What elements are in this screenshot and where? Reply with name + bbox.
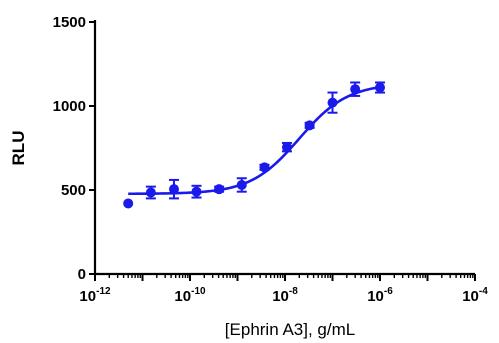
x-axis-ticks: 10-12 10-10 10-8 10-6 10-4 bbox=[79, 274, 488, 305]
x-tick-label: 10-10 bbox=[174, 286, 206, 305]
data-point bbox=[168, 184, 179, 195]
x-axis-title: [Ephrin A3], g/mL bbox=[225, 320, 355, 339]
fit-curve-group bbox=[128, 85, 381, 196]
data-point bbox=[236, 179, 247, 190]
y-tick-label: 1000 bbox=[53, 98, 86, 115]
data-point bbox=[214, 184, 225, 195]
y-axis-title: RLU bbox=[9, 131, 28, 166]
data-point bbox=[350, 84, 361, 95]
x-tick-label: 10-4 bbox=[462, 286, 488, 305]
fit-curve bbox=[128, 85, 381, 196]
x-tick-label: 10-6 bbox=[367, 286, 393, 305]
data-point bbox=[259, 162, 270, 173]
y-tick-label: 1500 bbox=[53, 14, 86, 31]
x-tick-label: 10-12 bbox=[79, 286, 111, 305]
data-points bbox=[123, 81, 385, 209]
data-point bbox=[375, 82, 385, 93]
y-tick-label: 500 bbox=[61, 182, 86, 199]
data-point bbox=[145, 187, 156, 198]
data-point bbox=[304, 120, 315, 131]
data-point bbox=[281, 142, 292, 153]
x-tick-label: 10-8 bbox=[272, 286, 298, 305]
y-tick-label: 0 bbox=[78, 266, 86, 283]
data-point bbox=[123, 198, 134, 209]
data-point bbox=[327, 97, 338, 108]
data-point bbox=[191, 186, 202, 197]
y-axis-ticks: 0 500 1000 1500 bbox=[53, 14, 95, 283]
